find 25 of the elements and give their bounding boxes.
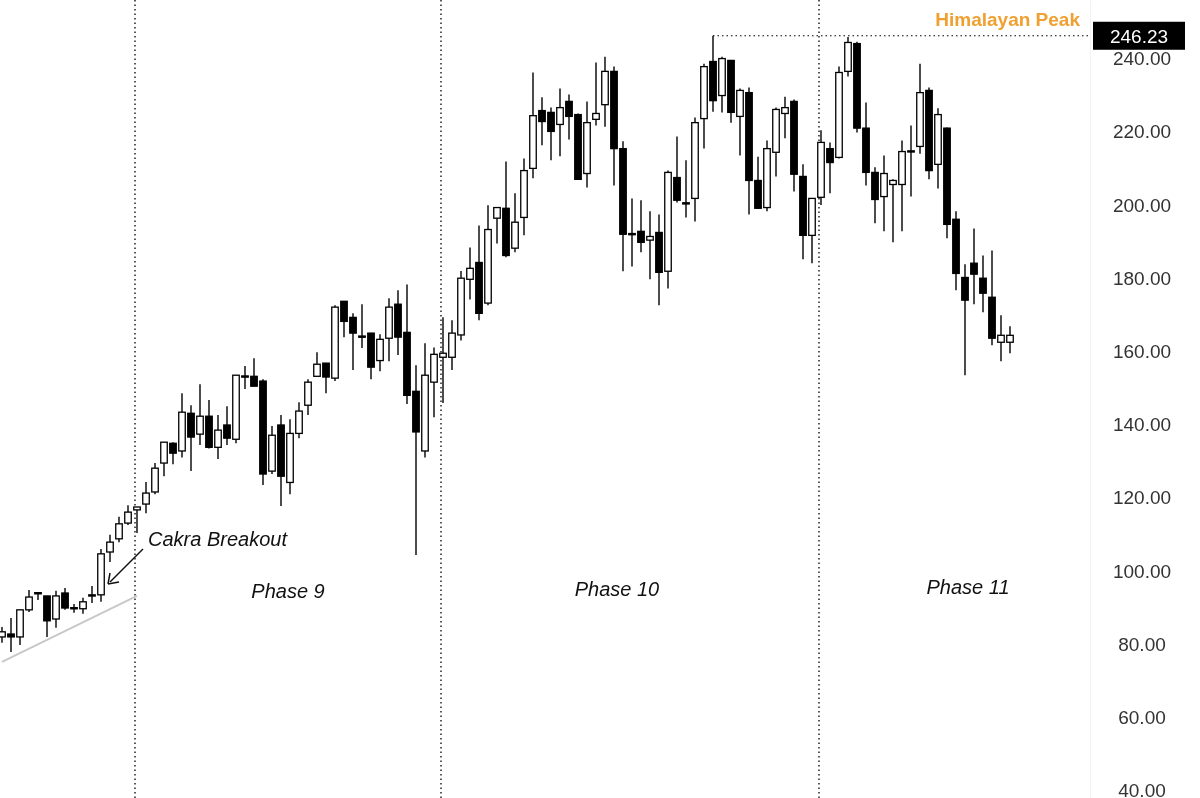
annotation: Phase 10 (574, 578, 660, 600)
candlestick (106, 534, 114, 563)
annotation: Phase 11 (926, 576, 1010, 598)
y-tick-label: 140.00 (1112, 414, 1172, 436)
candlestick (133, 506, 141, 534)
y-tick-label: 240.00 (1112, 48, 1172, 70)
ref-line-label: 246.23 (1109, 25, 1169, 47)
annotation: Cakra Breakout (148, 528, 289, 550)
y-tick-label: 220.00 (1112, 121, 1172, 143)
y-tick-label: 40.00 (1118, 780, 1166, 798)
y-tick-label: 180.00 (1112, 267, 1172, 289)
y-tick-label: 100.00 (1112, 560, 1172, 582)
y-tick-label: 80.00 (1118, 633, 1166, 655)
candlestick (979, 254, 987, 313)
annotation: Himalayan Peak (935, 8, 1081, 30)
y-tick-label: 200.00 (1112, 194, 1172, 216)
candlestick (682, 159, 690, 219)
candlestick (592, 61, 600, 127)
y-tick-label: 160.00 (1112, 340, 1172, 362)
candlestick (961, 263, 969, 376)
annotation: Phase 9 (251, 580, 325, 602)
y-tick-label: 60.00 (1118, 707, 1166, 729)
candlestick (304, 378, 312, 416)
y-tick-label: 120.00 (1112, 487, 1172, 509)
candlestick (970, 227, 978, 305)
